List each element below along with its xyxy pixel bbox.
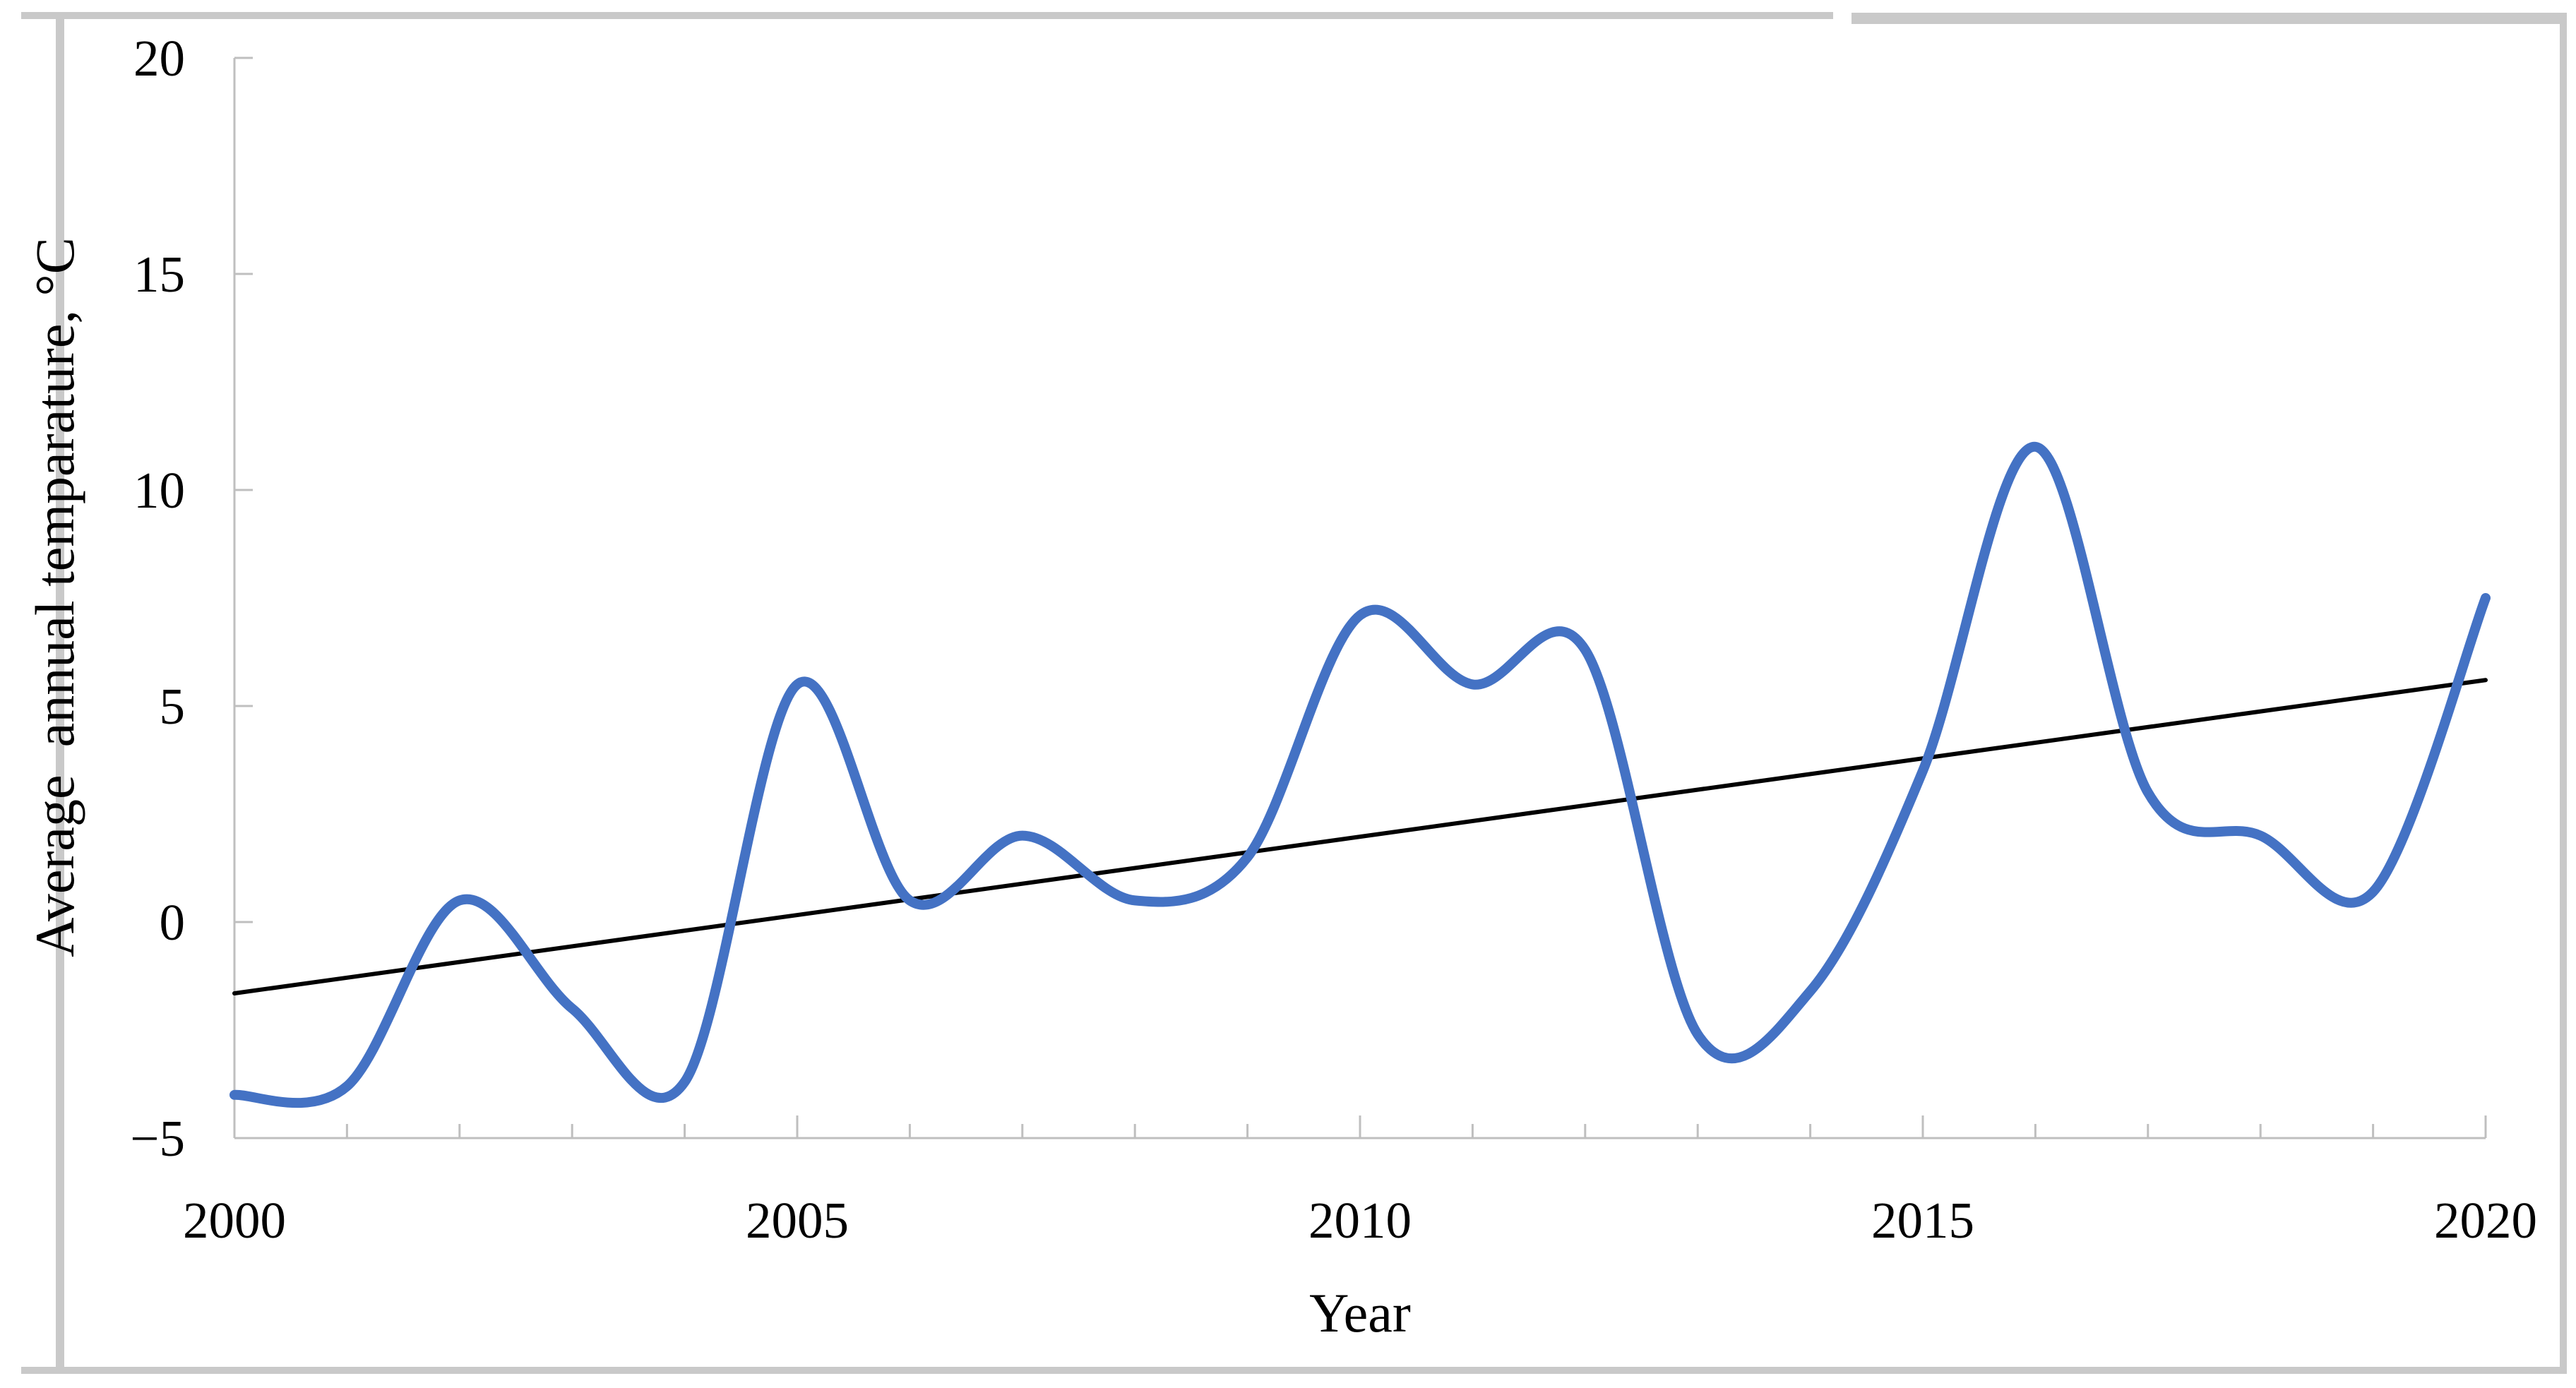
axes	[233, 58, 2486, 1139]
x-tick-label-2015: 2015	[1871, 1192, 1974, 1249]
y-tick-label-15: 15	[133, 246, 185, 303]
trendline	[232, 678, 2488, 995]
series-line-average-annual-temperature	[229, 441, 2491, 1108]
tick-labels: −5 0 5 10 15 20 2000 2005 2010 2015 2020	[130, 30, 2537, 1249]
x-tick-label-2010: 2010	[1308, 1192, 1412, 1249]
figure-border	[21, 12, 2567, 1374]
x-tick-label-2000: 2000	[183, 1192, 286, 1249]
y-tick-label--5: −5	[130, 1110, 185, 1167]
tick-marks	[233, 56, 2487, 1139]
y-axis-title: Average annual temparature, °C	[24, 237, 85, 957]
data-series	[229, 441, 2491, 1108]
y-tick-label-5: 5	[160, 678, 186, 735]
x-axis-title: Year	[1309, 1282, 1411, 1344]
y-tick-label-10: 10	[133, 462, 185, 519]
x-tick-label-2005: 2005	[746, 1192, 849, 1249]
y-tick-label-20: 20	[133, 30, 185, 87]
y-tick-label-0: 0	[160, 894, 186, 951]
x-tick-label-2020: 2020	[2434, 1192, 2537, 1249]
